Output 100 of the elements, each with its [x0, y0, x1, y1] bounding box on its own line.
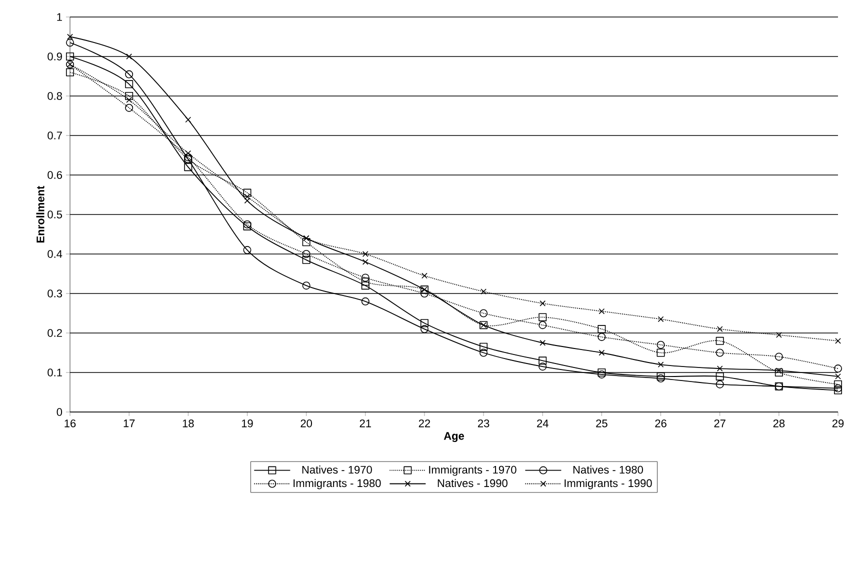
point — [716, 348, 724, 357]
legend-label: Natives - 1970 — [302, 466, 372, 474]
point — [774, 352, 783, 361]
point — [184, 163, 192, 172]
y-tick-label: 0.8 — [48, 92, 62, 100]
x-tick-label: 23 — [478, 420, 490, 428]
point — [656, 340, 665, 349]
y-tick-label: 0.5 — [48, 210, 62, 218]
point — [716, 366, 723, 372]
point — [126, 54, 132, 60]
point — [716, 380, 724, 388]
point — [361, 297, 370, 306]
point — [598, 332, 606, 341]
point — [243, 246, 252, 254]
point — [302, 282, 310, 290]
y-tick-label: 0.3 — [48, 290, 62, 298]
point — [480, 309, 488, 318]
legend-label: Immigrants - 1990 — [564, 479, 652, 490]
point — [598, 308, 605, 314]
point — [125, 92, 134, 100]
y-tick-label: 0 — [56, 408, 62, 416]
point — [362, 251, 368, 257]
point — [302, 250, 310, 258]
x-tick-label: 29 — [832, 420, 844, 428]
point — [834, 364, 842, 373]
point — [422, 272, 428, 279]
point — [244, 198, 250, 204]
y-tick-label: 0.2 — [48, 329, 62, 337]
x-tick-label: 21 — [360, 420, 371, 428]
point — [185, 116, 192, 123]
point — [67, 34, 73, 40]
x-tick-label: 22 — [418, 420, 430, 428]
point — [716, 372, 724, 380]
point — [66, 38, 74, 47]
x-tick-label: 18 — [182, 420, 194, 428]
point — [362, 258, 368, 265]
point — [598, 350, 605, 356]
point — [125, 104, 134, 112]
point — [125, 70, 134, 78]
x-tick-label: 17 — [124, 420, 135, 428]
point — [184, 153, 192, 162]
point — [538, 362, 547, 371]
point — [658, 362, 664, 368]
point — [834, 384, 842, 392]
point — [538, 313, 547, 322]
x-tick-label: 20 — [300, 420, 312, 428]
point — [834, 386, 842, 394]
y-tick-label: 1 — [57, 13, 62, 21]
point — [420, 325, 428, 334]
point — [480, 342, 488, 351]
point — [540, 340, 546, 346]
legend-label: Immigrants - 1980 — [294, 479, 381, 490]
point — [776, 332, 782, 338]
x-tick-label: 16 — [64, 420, 76, 428]
y-tick-label: 0.1 — [48, 368, 62, 376]
point — [480, 288, 486, 294]
point — [361, 282, 370, 290]
point — [66, 52, 74, 60]
point — [302, 256, 310, 264]
y-axis-title: Enrollment — [36, 186, 44, 242]
point — [835, 338, 841, 344]
y-tick-label: 0.9 — [48, 52, 62, 60]
point — [125, 80, 134, 88]
y-tick-label: 0.6 — [48, 171, 62, 179]
point — [540, 300, 546, 306]
legend-label: Natives - 1990 — [438, 479, 508, 488]
point — [774, 368, 783, 376]
y-tick-label: 0.4 — [48, 250, 62, 258]
legend-label: Natives - 1980 — [573, 466, 643, 474]
x-tick-label: 26 — [655, 420, 666, 428]
point — [361, 278, 370, 286]
y-tick-label: 0.7 — [48, 132, 62, 140]
point — [243, 220, 252, 228]
point — [716, 336, 724, 345]
point — [420, 290, 428, 298]
point — [302, 238, 310, 246]
point — [656, 374, 665, 382]
point — [538, 321, 547, 330]
x-tick-label: 28 — [773, 420, 785, 428]
point — [420, 319, 428, 328]
point — [834, 380, 842, 388]
point — [598, 325, 606, 334]
point — [244, 194, 250, 200]
point — [598, 368, 606, 376]
point — [716, 326, 723, 332]
x-tick-label: 24 — [537, 420, 548, 428]
point — [126, 97, 132, 103]
point — [835, 374, 841, 380]
point — [243, 222, 252, 230]
point — [656, 348, 665, 357]
point — [538, 356, 547, 365]
legend-label: Immigrants - 1970 — [429, 466, 516, 476]
x-tick-label: 19 — [242, 420, 253, 428]
x-tick-label: 27 — [714, 420, 726, 428]
point — [598, 370, 606, 378]
point — [656, 372, 665, 380]
point — [776, 368, 782, 374]
point — [361, 274, 370, 282]
point — [243, 188, 252, 197]
x-axis-title: Age — [444, 432, 464, 442]
